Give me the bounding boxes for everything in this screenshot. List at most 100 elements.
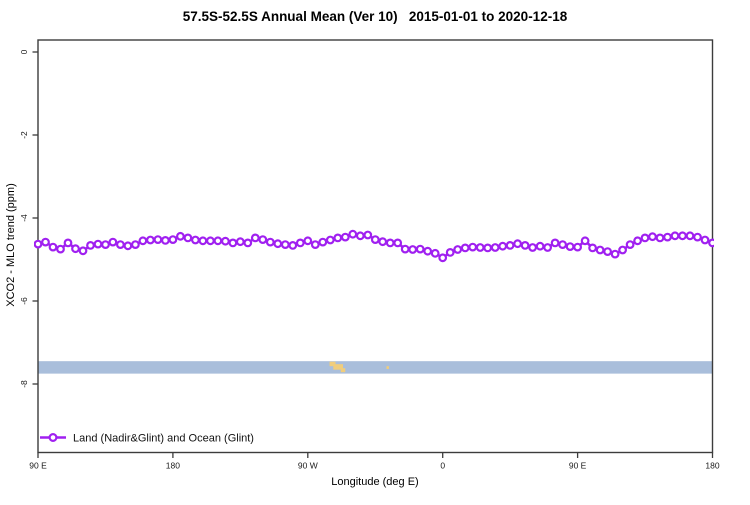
data-point [48, 242, 58, 252]
data-point [348, 229, 358, 239]
data-point [453, 245, 463, 254]
data-point [71, 244, 80, 254]
data-point [670, 231, 680, 241]
x-tick-label: 180 [705, 461, 719, 471]
map-strip [38, 361, 713, 374]
x-tick-label: 90 W [298, 461, 318, 471]
data-point [56, 244, 65, 254]
x-tick-label: 90 E [569, 461, 587, 471]
data-point [355, 231, 365, 241]
x-axis-title: Longitude (deg E) [331, 476, 419, 488]
data-point [618, 245, 627, 255]
y-tick-label: 0 [19, 49, 29, 54]
data-point [258, 235, 268, 245]
y-tick-label: -4 [19, 214, 29, 222]
data-point [213, 236, 223, 246]
data-point [438, 253, 448, 263]
y-tick-label: -8 [19, 380, 29, 388]
legend-marker [48, 433, 58, 443]
data-point [205, 236, 215, 246]
x-tick-label: 180 [166, 461, 180, 471]
data-point [273, 239, 283, 249]
data-point [175, 231, 185, 241]
data-point [535, 241, 545, 251]
data-point [528, 243, 537, 252]
data-point [475, 243, 485, 252]
data-point [190, 235, 200, 245]
data-point [385, 238, 395, 248]
data-point [250, 233, 260, 243]
data-point [160, 235, 170, 245]
data-point [505, 240, 515, 250]
data-point [415, 244, 425, 254]
data-point [280, 240, 290, 250]
data-point [295, 238, 305, 248]
data-point [325, 235, 335, 245]
data-point [610, 249, 620, 259]
data-point [655, 233, 665, 243]
ocean-band [38, 361, 713, 374]
data-point [580, 236, 590, 246]
x-tick-label: 0 [440, 461, 445, 471]
data-point [78, 246, 88, 256]
data-point [220, 236, 230, 246]
y-tick-label: -6 [19, 297, 29, 305]
data-point [663, 232, 672, 242]
data-point [340, 232, 350, 242]
data-point [393, 238, 403, 248]
data-point [468, 242, 478, 252]
data-point [513, 239, 522, 249]
data-point [430, 248, 440, 258]
data-point [640, 233, 650, 243]
data-point [130, 240, 140, 250]
data-point [498, 241, 508, 251]
data-point [145, 235, 155, 245]
data-point [483, 243, 493, 253]
data-point [573, 242, 582, 252]
data-point [108, 237, 118, 247]
y-axis-ticks: 0 -2 -4 -6 -8 [19, 49, 38, 388]
data-point [460, 243, 470, 253]
data-point [490, 243, 500, 252]
data-point [603, 247, 612, 257]
x-axis-ticks: 90 E 180 90 W 0 90 E 180 [29, 452, 720, 471]
data-point [370, 235, 380, 245]
data-point [588, 243, 597, 253]
data-point [93, 239, 103, 249]
y-tick-label: -2 [19, 131, 29, 139]
data-point [625, 240, 635, 250]
chart-title: 57.5S-52.5S Annual Mean (Ver 10) 2015-01… [182, 9, 568, 24]
data-point [265, 237, 275, 247]
data-point [115, 240, 125, 250]
data-point [303, 236, 313, 246]
data-point [543, 243, 552, 252]
data-point [228, 238, 238, 248]
data-point [408, 245, 418, 254]
data-point [550, 238, 560, 248]
data-point [183, 233, 193, 243]
data-point [678, 231, 687, 241]
data-point [318, 237, 328, 247]
legend: Land (Nadir&Glint) and Ocean (Glint) [40, 433, 254, 445]
land-patch [386, 366, 389, 369]
data-point [595, 245, 605, 255]
data-point [243, 238, 253, 248]
land-patch [329, 361, 336, 367]
data-point [235, 237, 245, 247]
data-point [138, 236, 148, 246]
y-axis-title: XCO2 - MLO trend (ppm) [5, 183, 17, 307]
data-point [633, 236, 642, 246]
data-point [558, 240, 567, 250]
data-point [700, 235, 710, 245]
data-point [310, 240, 320, 250]
data-point [198, 236, 208, 246]
data-point [41, 237, 50, 247]
data-point [708, 238, 714, 248]
data-point [168, 235, 178, 245]
data-point [363, 230, 373, 240]
x-tick-label: 90 E [29, 461, 47, 471]
data-point [565, 242, 575, 252]
data-series [34, 229, 714, 263]
data-point [423, 246, 433, 256]
